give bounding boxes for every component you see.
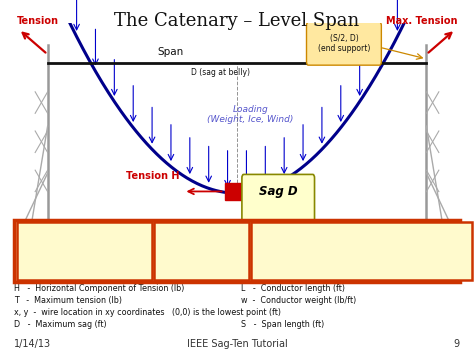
FancyBboxPatch shape bbox=[242, 174, 315, 228]
Text: w  -  Conductor weight (lb/ft): w - Conductor weight (lb/ft) bbox=[241, 296, 357, 305]
Text: T   -  Maximum tension (lb): T - Maximum tension (lb) bbox=[14, 296, 122, 305]
Text: 1/14/13: 1/14/13 bbox=[14, 339, 51, 349]
Text: The Catenary – Level Span: The Catenary – Level Span bbox=[114, 12, 360, 31]
Text: 9: 9 bbox=[454, 339, 460, 349]
Text: Tension H: Tension H bbox=[126, 171, 179, 181]
Text: IEEE Sag-Ten Tutorial: IEEE Sag-Ten Tutorial bbox=[187, 339, 287, 349]
Text: Sag D: Sag D bbox=[259, 185, 298, 198]
Text: H   -  Horizontal Component of Tension (lb): H - Horizontal Component of Tension (lb) bbox=[14, 284, 184, 293]
Text: D (sag at belly): D (sag at belly) bbox=[191, 68, 250, 77]
Text: Loading
(Weight, Ice, Wind): Loading (Weight, Ice, Wind) bbox=[207, 105, 293, 124]
Text: $y(x) \approx \dfrac{wx^2}{2H}$: $y(x) \approx \dfrac{wx^2}{2H}$ bbox=[48, 236, 119, 266]
Text: D   -  Maximum sag (ft): D - Maximum sag (ft) bbox=[14, 321, 107, 329]
Text: $D \approx \dfrac{wS^2}{8H}$: $D \approx \dfrac{wS^2}{8H}$ bbox=[163, 236, 218, 266]
Text: Max. Tension: Max. Tension bbox=[386, 16, 457, 26]
Text: Span: Span bbox=[157, 47, 183, 57]
Text: L   -  Conductor length (ft): L - Conductor length (ft) bbox=[241, 284, 346, 293]
Text: $L \approx \mathrm{S}\!\left(1+\dfrac{S^2w^2}{24H^2}\right)\!\approx \mathrm{S}\: $L \approx \mathrm{S}\!\left(1+\dfrac{S^… bbox=[268, 237, 415, 265]
FancyBboxPatch shape bbox=[307, 22, 382, 65]
Text: (S/2, D)
(end support): (S/2, D) (end support) bbox=[318, 34, 370, 53]
Text: S   -  Span length (ft): S - Span length (ft) bbox=[241, 321, 325, 329]
Text: x, y  -  wire location in xy coordinates   (0,0) is the lowest point (ft): x, y - wire location in xy coordinates (… bbox=[14, 307, 281, 317]
Text: Tension: Tension bbox=[17, 16, 58, 26]
Bar bbox=[225, 184, 249, 200]
